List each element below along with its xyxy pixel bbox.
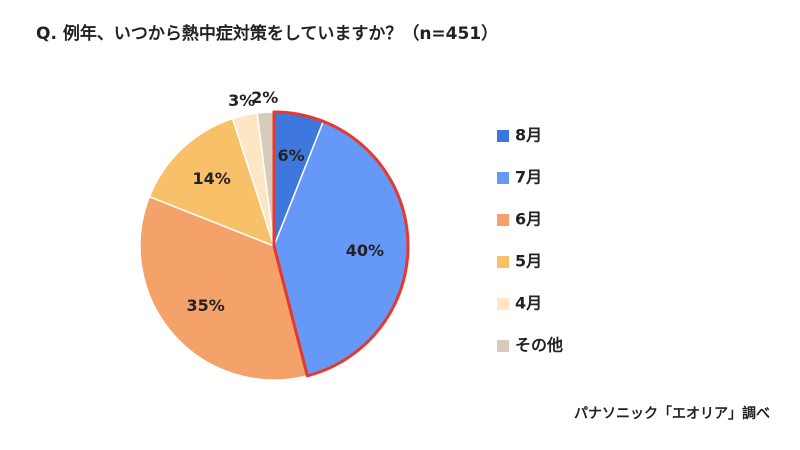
- legend-label: 7月: [515, 168, 542, 187]
- data-label: 3%: [228, 91, 255, 110]
- chart-title: Q. 例年、いつから熱中症対策をしていますか？（n=451）: [36, 23, 498, 44]
- legend-label: 5月: [515, 252, 542, 271]
- data-label: 2%: [251, 88, 278, 107]
- highlight-outline: [272, 110, 410, 378]
- legend-label: 8月: [515, 126, 542, 145]
- source-note: パナソニック「エオリア」調べ: [574, 405, 770, 422]
- legend-swatch: [497, 298, 509, 310]
- data-label: 6%: [277, 146, 304, 165]
- legend-label: その他: [515, 336, 563, 355]
- legend-swatch: [497, 256, 509, 268]
- data-label: 40%: [346, 241, 384, 260]
- legend-label: 6月: [515, 210, 542, 229]
- data-label: 35%: [187, 296, 225, 315]
- legend-swatch: [497, 214, 509, 226]
- legend-swatch: [497, 130, 509, 142]
- legend-swatch: [497, 340, 509, 352]
- legend-label: 4月: [515, 294, 542, 313]
- legend-swatch: [497, 172, 509, 184]
- pie-slice: [139, 195, 309, 381]
- data-label: 14%: [192, 169, 230, 188]
